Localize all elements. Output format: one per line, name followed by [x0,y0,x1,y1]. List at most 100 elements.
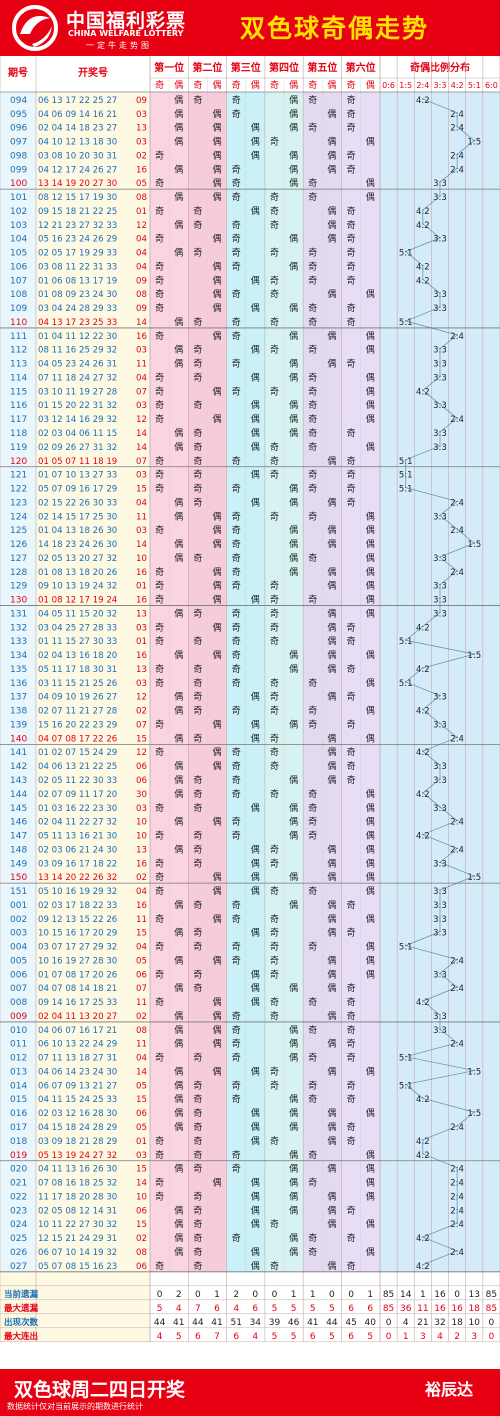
numbers-cell: 07 11 18 24 27 32 [38,373,117,383]
parity-cell: 奇 [155,177,164,189]
blue-ball-cell: 05 [136,179,147,189]
parity-cell: 奇 [347,996,356,1008]
numbers-header: 开奖号 [78,66,108,79]
ratio-mark: 5:1 [399,249,413,259]
numbers-cell: 05 07 08 15 16 23 [38,1262,117,1272]
position-header-6: 第六位 [346,61,376,74]
parity-cell: 偶 [289,1204,298,1216]
parity-cell: 奇 [193,899,202,911]
parity-cell: 奇 [308,385,317,397]
numbers-cell: 01 08 13 18 20 26 [38,568,117,578]
parity-cell: 偶 [212,566,221,578]
numbers-cell: 07 08 16 18 25 32 [38,1179,117,1189]
parity-cell: 偶 [289,496,298,508]
issue-cell: 135 [10,665,27,675]
ratio-mark: 3:3 [433,970,447,980]
parity-cell: 奇 [193,927,202,939]
stats-label: 当前遗漏 [4,1289,39,1300]
parity-cell: 偶 [327,1204,336,1216]
blue-ball-cell: 16 [136,332,147,342]
blue-ball-cell: 04 [136,887,147,897]
issue-cell: 116 [10,401,27,411]
stats-label: 最大遗漏 [4,1303,39,1314]
parity-cell: 奇 [193,219,202,231]
parity-cell: 奇 [193,358,202,370]
issue-cell: 106 [10,262,27,272]
stats-value: 6 [348,1304,354,1314]
stats-value: 1 [214,1290,220,1300]
parity-cell: 偶 [327,1010,336,1022]
numbers-cell: 06 07 10 14 19 32 [38,1248,117,1258]
numbers-cell: 09 10 13 19 24 32 [38,582,117,592]
parity-cell: 偶 [366,413,375,425]
parity-cell: 奇 [347,302,356,314]
issue-cell: 124 [10,512,27,522]
parity-cell: 奇 [232,524,241,536]
parity-cell: 奇 [193,205,202,217]
numbers-cell: 08 12 15 17 19 30 [38,193,117,203]
parity-cell: 奇 [155,677,164,689]
parity-cell: 奇 [155,996,164,1008]
parity-cell: 奇 [308,260,317,272]
issue-cell: 109 [10,304,27,314]
parity-cell: 偶 [289,413,298,425]
parity-cell: 奇 [308,371,317,383]
ratio-mark: 2:4 [450,568,464,578]
parity-cell: 奇 [232,1024,241,1036]
parity-cell: 偶 [174,191,183,203]
parity-cell: 偶 [174,788,183,800]
parity-cell: 奇 [347,1204,356,1216]
parity-cell: 偶 [366,607,375,619]
logo-en-text: CHINA WELFARE LOTTERY [68,29,184,38]
parity-cell: 偶 [212,233,221,245]
parity-cell: 奇 [232,954,241,966]
parity-cell: 偶 [212,510,221,522]
issue-cell: 100 [10,179,27,189]
stats-value: 5 [310,1304,316,1314]
parity-cell: 偶 [174,163,183,175]
stats-value: 4 [233,1304,239,1314]
parity-cell: 偶 [251,1218,260,1230]
blue-ball-cell: 08 [136,290,147,300]
stats-value: 6 [195,1332,201,1342]
numbers-cell: 01 02 07 15 24 29 [38,748,117,758]
stats-value: 41 [211,1318,222,1328]
parity-cell: 偶 [289,122,298,134]
parity-cell: 奇 [155,1135,164,1147]
numbers-cell: 04 06 07 16 17 21 [38,1026,117,1036]
blue-ball-cell: 16 [136,165,147,175]
parity-cell: 奇 [308,1024,317,1036]
parity-cell: 奇 [347,1079,356,1091]
stats-value: 2 [233,1290,239,1300]
parity-cell: 奇 [347,163,356,175]
ratio-subheader-4: 4:2 [451,81,464,90]
issue-cell: 143 [10,776,27,786]
issue-cell: 001 [10,901,27,911]
parity-cell: 偶 [251,1190,260,1202]
parity-cell: 偶 [289,1121,298,1133]
parity-cell: 偶 [174,954,183,966]
parity-cell: 奇 [270,1010,279,1022]
parity-cell: 奇 [232,1149,241,1161]
parity-cell: 偶 [366,843,375,855]
issue-cell: 099 [10,165,27,175]
parity-cell: 奇 [193,1218,202,1230]
parity-cell: 偶 [212,1065,221,1077]
parity-cell: 偶 [212,260,221,272]
issue-cell: 102 [10,207,27,217]
issue-cell: 105 [10,249,27,259]
parity-cell: 偶 [327,496,336,508]
parity-cell: 奇 [232,580,241,592]
parity-cell: 偶 [212,885,221,897]
numbers-cell: 03 10 11 19 27 28 [38,387,117,397]
parity-cell: 奇 [308,1177,317,1189]
parity-cell: 奇 [232,899,241,911]
stats-value: 0 [386,1318,392,1328]
parity-cell: 奇 [347,427,356,439]
issue-header: 期号 [8,66,28,79]
stats-value: 3 [471,1332,477,1342]
parity-cell: 偶 [327,691,336,703]
blue-ball-cell: 05 [136,956,147,966]
parity-cell: 奇 [155,413,164,425]
blue-ball-cell: 14 [136,443,147,453]
